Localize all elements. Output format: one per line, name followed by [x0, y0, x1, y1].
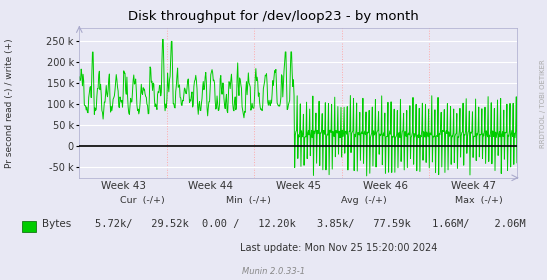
Text: Munin 2.0.33-1: Munin 2.0.33-1 [242, 267, 305, 276]
Text: Cur  (-/+): Cur (-/+) [120, 196, 165, 205]
Text: 5.72k/   29.52k: 5.72k/ 29.52k [95, 219, 189, 229]
Text: 0.00 /   12.20k: 0.00 / 12.20k [202, 219, 296, 229]
Text: Min  (-/+): Min (-/+) [226, 196, 271, 205]
Text: Bytes: Bytes [42, 219, 71, 229]
Text: Last update: Mon Nov 25 15:20:00 2024: Last update: Mon Nov 25 15:20:00 2024 [241, 243, 438, 253]
Text: RRDTOOL / TOBI OETIKER: RRDTOOL / TOBI OETIKER [540, 59, 546, 148]
Text: 1.66M/    2.06M: 1.66M/ 2.06M [432, 219, 526, 229]
Text: Avg  (-/+): Avg (-/+) [341, 196, 387, 205]
Text: Max  (-/+): Max (-/+) [455, 196, 503, 205]
Text: Disk throughput for /dev/loop23 - by month: Disk throughput for /dev/loop23 - by mon… [128, 10, 419, 23]
Text: Pr second read (-) / write (+): Pr second read (-) / write (+) [5, 39, 14, 168]
Text: 3.85k/   77.59k: 3.85k/ 77.59k [317, 219, 411, 229]
